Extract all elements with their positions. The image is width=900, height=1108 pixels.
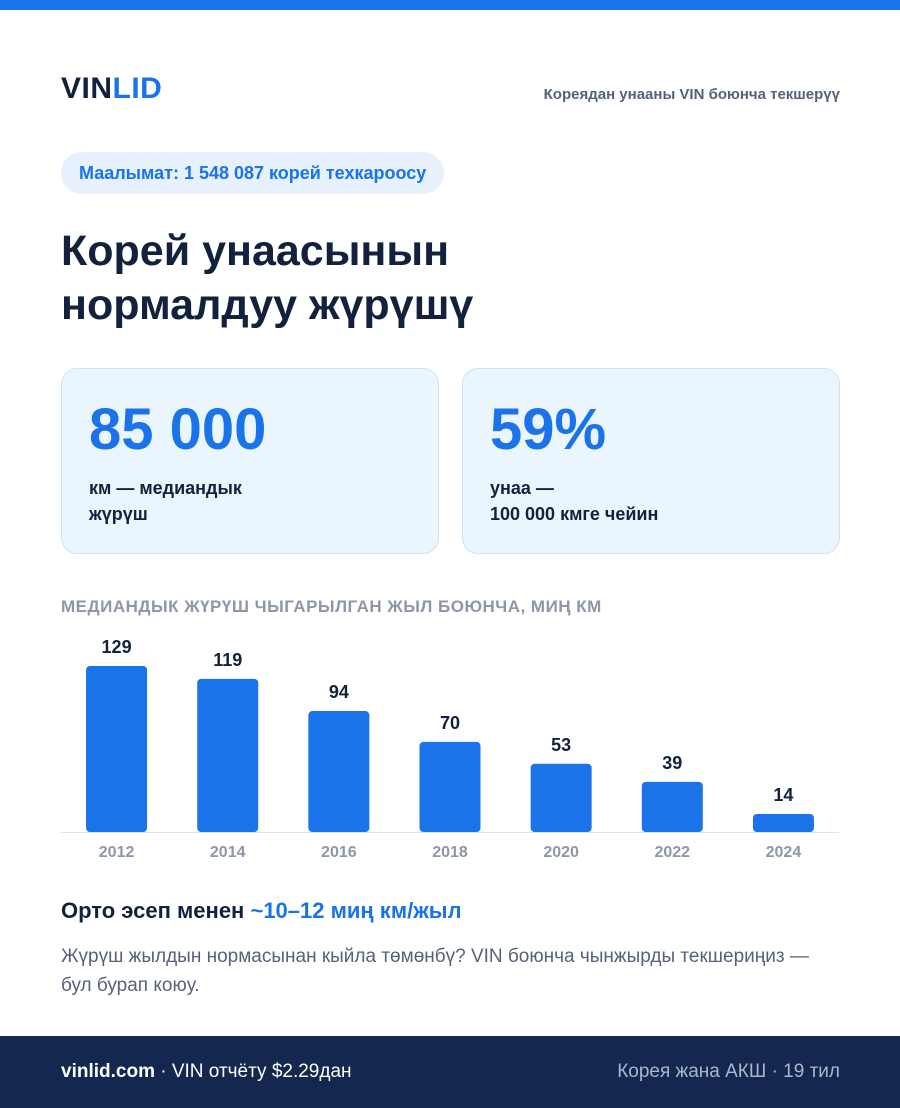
header: VINLID Кореядан унааны VIN боюнча текшер…	[61, 70, 840, 110]
logo[interactable]: VINLID	[61, 72, 162, 106]
bar-2018	[419, 741, 481, 832]
footer-left: vinlid.com · VIN отчёту $2.29дан	[61, 1061, 352, 1083]
x-tick-label-2016: 2016	[321, 844, 357, 861]
data-label-2018: 70	[440, 713, 460, 733]
chart-title: МЕДИАНДЫК ЖҮРҮШ ЧЫГАРЫЛГАН ЖЫЛ БОЮНЧА, М…	[61, 597, 602, 616]
header-tagline: Кореядан унааны VIN боюнча текшерүү	[543, 86, 840, 103]
stat-label: км — медиандык жүрүш	[89, 475, 242, 527]
data-label-2022: 39	[662, 753, 682, 773]
data-label-2014: 119	[213, 650, 242, 670]
average-summary: Орто эсеп менен ~10–12 миң км/жыл	[61, 898, 462, 924]
x-tick-label-2022: 2022	[654, 844, 690, 861]
summary-prefix: Орто эсеп менен	[61, 898, 251, 923]
footer-coverage-text: Корея жана АКШ · 19 тил	[617, 1061, 840, 1082]
page-title-line-2: нормалдуу жүрүшү	[61, 281, 474, 329]
note-text: Жүрүш жылдын нормасынан кыйла төмөнбү? V…	[61, 946, 809, 996]
data-label-2016: 94	[329, 682, 349, 702]
bar-2020	[530, 763, 592, 832]
bar-2012	[86, 666, 148, 832]
data-source-badge: Маалымат: 1 548 087 корей техкароосу	[61, 152, 445, 194]
data-label-2024: 14	[773, 785, 793, 805]
x-tick-label-2020: 2020	[543, 844, 579, 861]
stat-value: 85 000	[89, 397, 267, 462]
bar-2014	[197, 678, 259, 832]
footer: vinlid.com · VIN отчёту $2.29дан Корея ж…	[0, 1036, 900, 1108]
stat-label: унаа — 100 000 кмге чейин	[490, 475, 658, 527]
x-tick-label-2012: 2012	[99, 844, 135, 861]
stat-card-median-mileage: 85 000 км — медиандык жүрүш	[61, 368, 439, 554]
stat-label-line-2: 100 000 кмге чейин	[490, 504, 659, 524]
x-tick-label-2014: 2014	[210, 844, 246, 861]
footer-site-link[interactable]: vinlid.com	[61, 1061, 155, 1082]
data-label-2012: 129	[102, 637, 132, 657]
stat-label-line-2: жүрүш	[89, 504, 148, 524]
stat-label-line-1: км — медиандык	[89, 478, 242, 498]
bar-2024	[752, 813, 814, 832]
data-label-2020: 53	[551, 735, 571, 755]
page-title-line-1: Корей унаасынын	[61, 227, 450, 275]
footer-price-text: · VIN отчёту $2.29дан	[154, 1061, 352, 1082]
summary-accent: ~10–12 миң км/жыл	[250, 898, 462, 923]
top-accent-bar	[0, 0, 900, 10]
bar-2022	[641, 781, 703, 832]
x-tick-label-2024: 2024	[766, 844, 802, 861]
logo-part-1: VIN	[61, 72, 113, 105]
bar-2016	[308, 711, 370, 832]
page-title: Корей унаасынын нормалдуу жүрүшү	[61, 224, 840, 332]
stat-label-line-1: унаа —	[490, 478, 554, 498]
stat-value: 59%	[490, 397, 607, 462]
stat-card-share-under-100k: 59% унаа — 100 000 кмге чейин	[462, 368, 840, 554]
x-tick-label-2018: 2018	[432, 844, 468, 861]
logo-part-2: LID	[112, 72, 163, 105]
